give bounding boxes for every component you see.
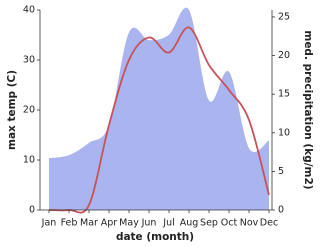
y2-tick-label: 10 (278, 127, 290, 138)
x-tick-label: Jun (141, 218, 157, 229)
precipitation-area (49, 7, 269, 210)
y-axis-label: max temp (C) (6, 70, 18, 150)
x-tick-label: Mar (80, 218, 98, 229)
x-tick-label: Jul (162, 218, 174, 229)
x-tick-label: Sep (200, 218, 218, 229)
x-axis-label: date (month) (116, 231, 194, 243)
y-tick-label: 10 (23, 155, 35, 166)
x-tick-label: Nov (240, 218, 259, 229)
x-tick-label: Dec (260, 218, 278, 229)
temperature-line (48, 26, 270, 214)
x-tick-label: Feb (61, 218, 78, 229)
x-tick-label: Apr (101, 218, 118, 229)
y-tick-label: 0 (29, 205, 35, 216)
y-tick-label: 30 (23, 55, 35, 66)
y2-tick-label: 20 (278, 50, 290, 61)
x-tick-label: Oct (221, 218, 238, 229)
y2-tick-label: 0 (278, 205, 284, 216)
x-tick-label: May (119, 218, 139, 229)
y2-axis-label: med. precipitation (kg/m2) (302, 30, 314, 189)
y2-tick-label: 15 (278, 89, 290, 100)
x-tick-label: Aug (180, 218, 199, 229)
x-tick-label: Jan (41, 218, 57, 229)
y-tick-label: 40 (23, 5, 35, 16)
y-tick-label: 20 (23, 105, 35, 116)
y2-tick-label: 25 (278, 11, 290, 22)
y2-tick-label: 5 (278, 166, 284, 177)
